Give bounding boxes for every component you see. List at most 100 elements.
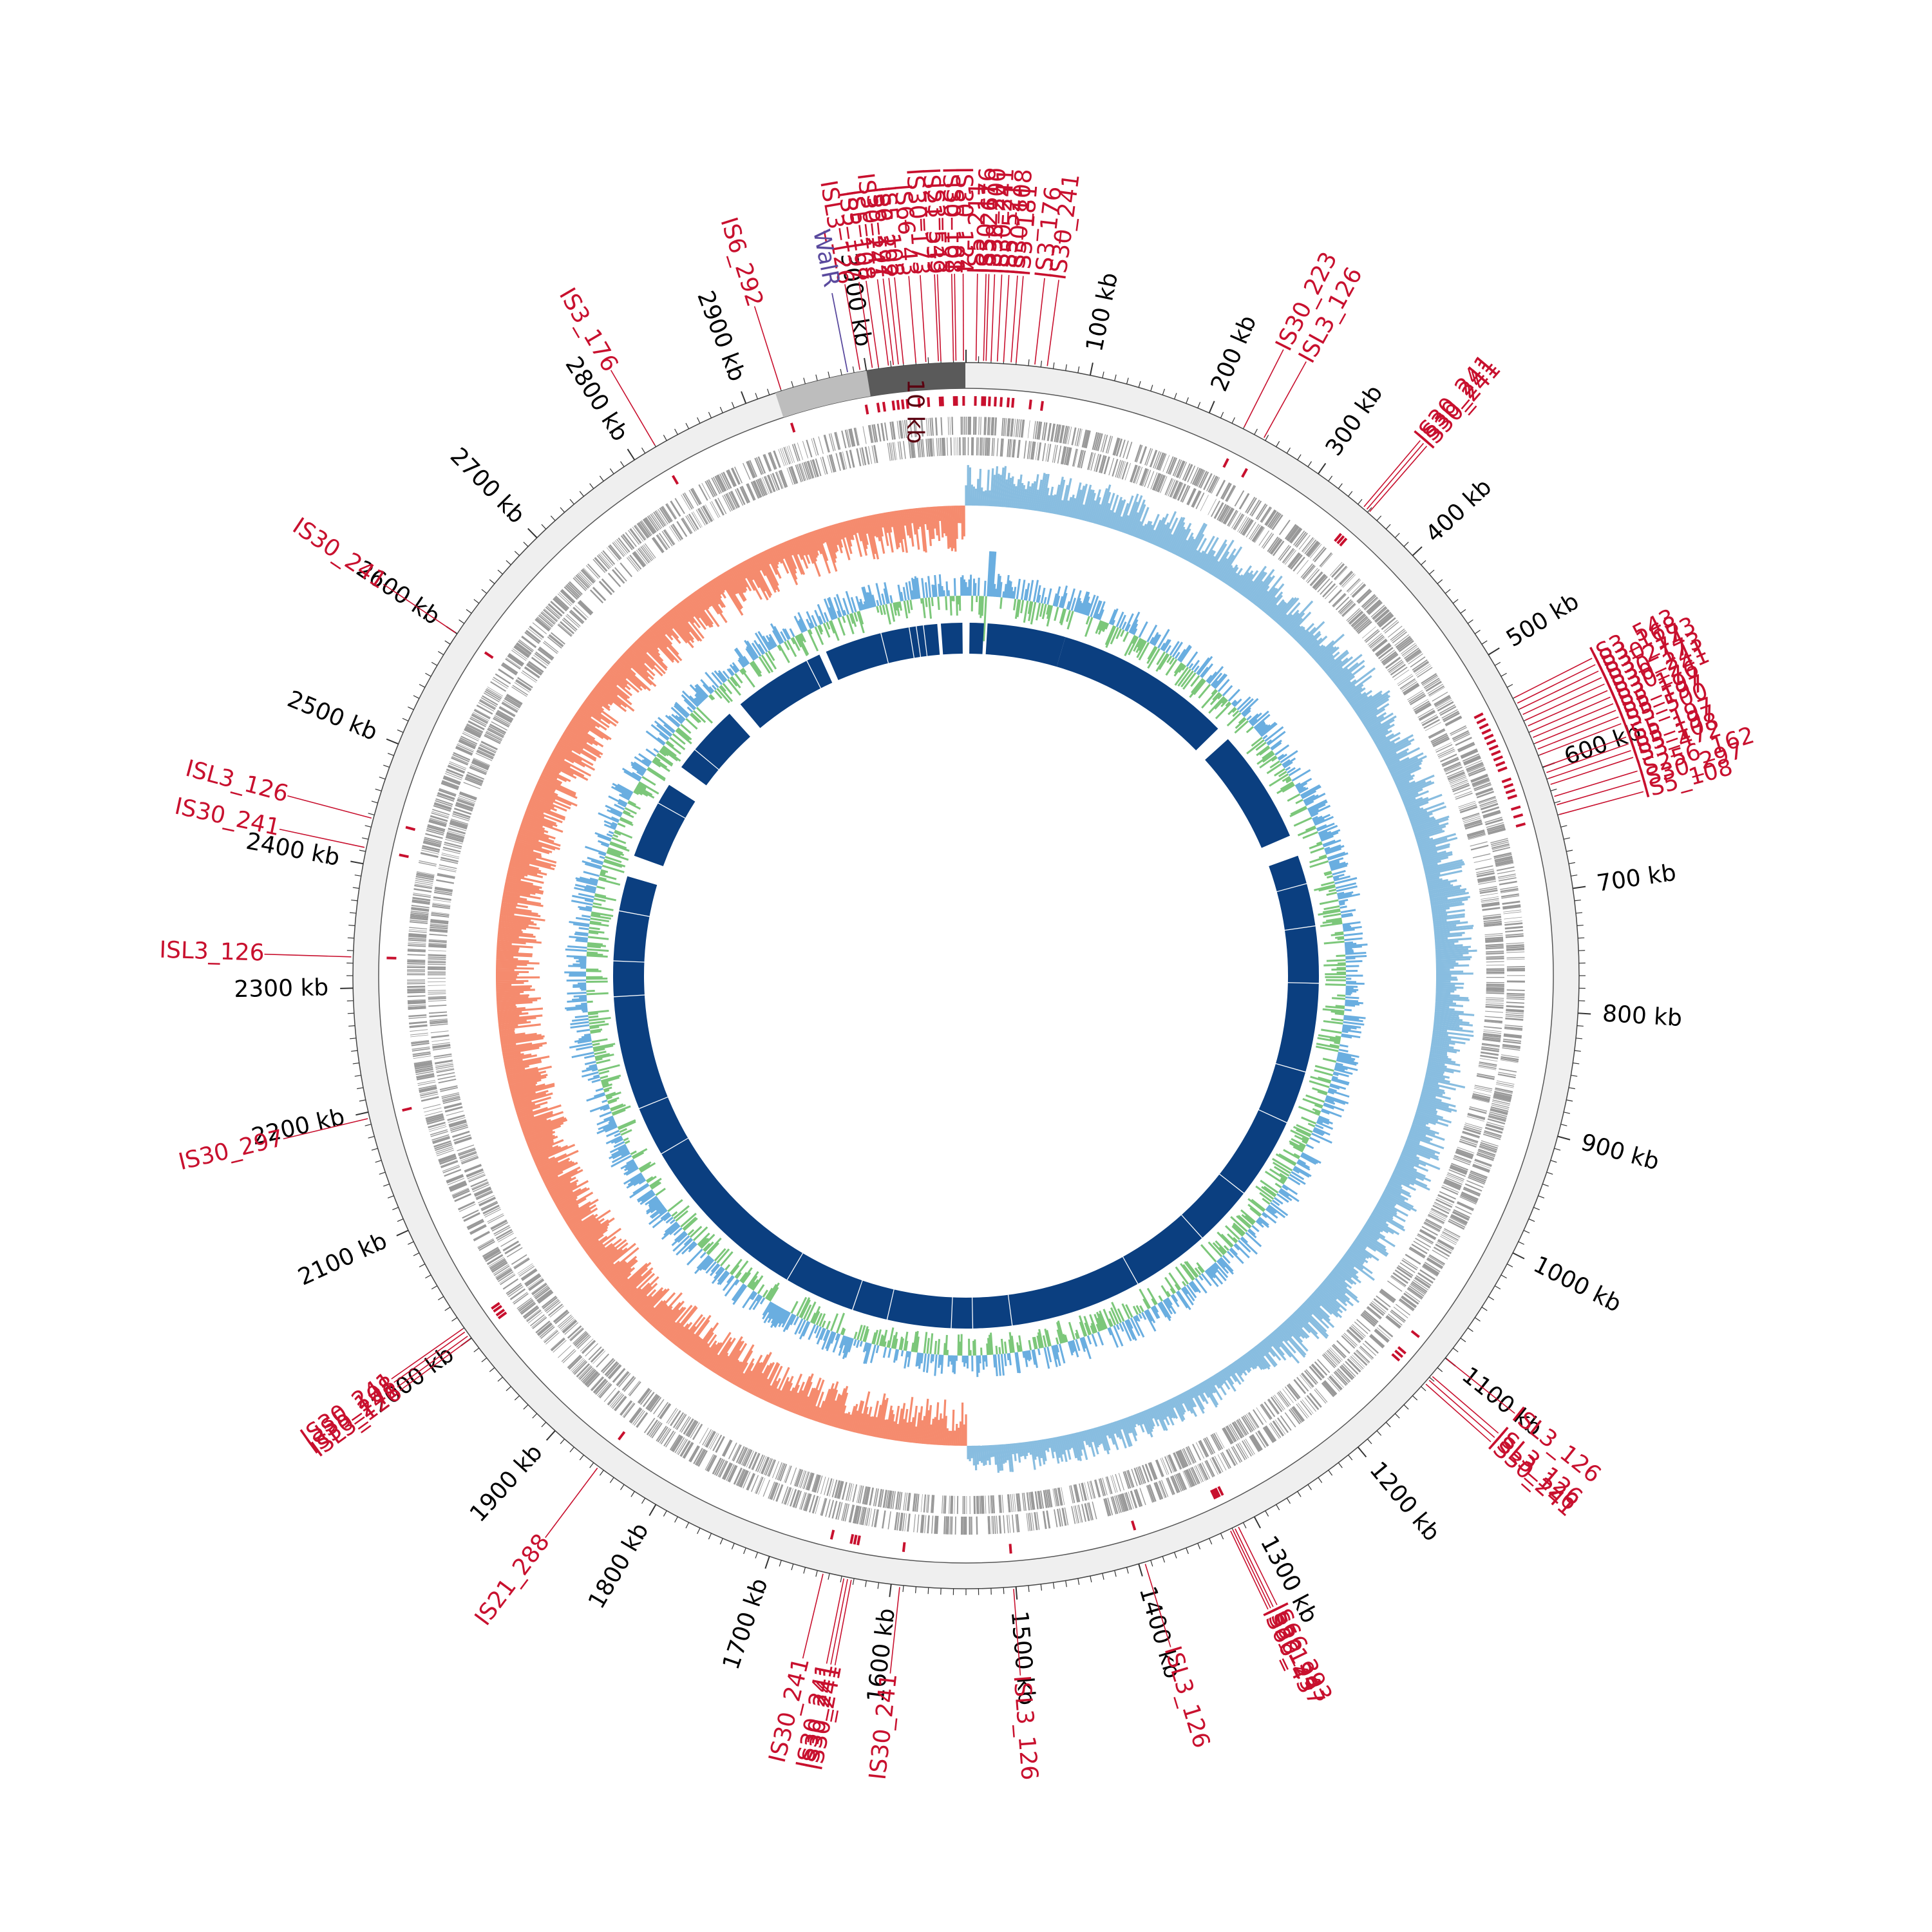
gene-track-forward <box>439 788 457 795</box>
gene-track-reverse <box>1186 488 1196 506</box>
gene-track-forward <box>407 969 426 971</box>
gene-track-reverse <box>1419 1230 1435 1240</box>
gc-skew-bar <box>657 620 672 637</box>
gene-track-reverse <box>1464 822 1483 830</box>
gene-track-forward <box>823 434 830 453</box>
gc-skew-bar <box>724 571 739 594</box>
gc-skew-bar <box>676 603 705 639</box>
gc-skew-bar <box>1216 548 1236 579</box>
gene-track-forward <box>1331 1374 1344 1388</box>
gene-track-reverse <box>474 1188 492 1197</box>
gene-track-forward <box>862 426 867 444</box>
gc-content-bar <box>1061 592 1068 609</box>
gene-track-forward <box>452 1188 469 1197</box>
gc-content-bar <box>802 1321 811 1337</box>
gc-skew-bar <box>500 1032 526 1038</box>
gene-track-forward <box>551 1338 565 1352</box>
gc-content-bar <box>1238 1240 1251 1253</box>
gene-track-reverse <box>574 605 589 618</box>
gc-skew-bar <box>512 849 557 864</box>
gc-content-bar <box>907 1351 912 1367</box>
gc-content-bar <box>876 1329 882 1345</box>
gene-track-reverse <box>1388 661 1404 673</box>
gene-track-forward <box>646 1419 658 1435</box>
gc-skew-bar <box>707 582 726 608</box>
gc-skew-bar <box>640 635 661 656</box>
gene-track-reverse <box>460 1154 478 1161</box>
gc-skew-bar <box>544 767 571 782</box>
gc-skew-bar <box>1420 1094 1442 1102</box>
gc-skew-bar <box>503 1053 532 1061</box>
gc-skew-bar <box>911 1405 918 1443</box>
gene-track-reverse <box>431 912 450 916</box>
gc-skew-bar <box>732 567 748 591</box>
gene-track-reverse <box>887 442 891 461</box>
gene-track-reverse <box>1473 1091 1492 1096</box>
gene-track-reverse <box>890 1490 895 1509</box>
gc-skew-bar <box>506 1068 526 1074</box>
gene-track-forward <box>492 678 508 689</box>
gc-content-bar <box>1305 825 1316 831</box>
gene-track-forward <box>1052 424 1056 442</box>
gene-track-reverse <box>1413 1240 1430 1251</box>
gc-skew-bar <box>1274 597 1297 623</box>
gc-skew-bar <box>498 923 540 930</box>
gene-track-forward <box>1490 838 1508 844</box>
gc-skew-bar <box>784 541 797 569</box>
gene-track-forward <box>576 573 591 588</box>
gc-skew-bar <box>530 1139 564 1155</box>
gc-content-bar <box>1178 645 1191 662</box>
gene-track-reverse <box>459 1151 477 1160</box>
gene-track-forward <box>1321 1382 1335 1397</box>
gc-content-bar <box>1043 1347 1050 1369</box>
gene-track-forward <box>781 448 788 466</box>
gene-track-reverse <box>1248 1412 1260 1428</box>
gene-track-forward <box>802 1493 809 1511</box>
gc-skew-bar <box>1241 580 1254 596</box>
gc-skew-bar <box>1030 1441 1036 1470</box>
gene-track-forward <box>1368 601 1383 615</box>
gc-skew-bar <box>531 1145 553 1157</box>
gc-skew-bar <box>875 514 886 554</box>
gene-track-forward <box>1041 422 1046 440</box>
gene-track-forward <box>707 1455 717 1472</box>
gc-skew-bar <box>575 712 596 728</box>
gene-track-reverse <box>476 750 494 760</box>
gc-content-bar <box>1138 1313 1142 1319</box>
gc-skew-bar <box>902 1408 909 1442</box>
gene-track-forward <box>611 1393 623 1408</box>
gene-track-forward <box>1506 944 1524 947</box>
gc-skew-bar <box>1315 646 1334 663</box>
gene-track-reverse <box>629 554 642 570</box>
gc-skew-bar <box>508 1074 548 1085</box>
gc-skew-bar <box>695 1343 709 1361</box>
gene-track-reverse <box>1222 507 1233 524</box>
gene-track-forward <box>497 1269 513 1281</box>
gene-track-reverse <box>545 1300 560 1312</box>
gene-track-forward <box>459 739 477 748</box>
gc-skew-bar <box>547 1177 572 1191</box>
gc-skew-bar <box>992 1444 995 1457</box>
gc-content-bar <box>1040 587 1046 604</box>
gene-track-forward <box>495 1267 511 1278</box>
gc-content-bar <box>1318 830 1328 836</box>
gene-track-reverse <box>864 446 870 465</box>
gc-content-bar <box>1020 580 1026 600</box>
gc-skew-bar <box>1232 574 1244 590</box>
gc-skew-bar <box>572 1217 596 1235</box>
gc-skew-bar <box>579 1223 610 1245</box>
gene-track-reverse <box>916 1493 920 1512</box>
gene-track-forward <box>407 989 426 992</box>
gc-content-bar <box>1283 1149 1300 1160</box>
gene-track-reverse <box>431 914 450 918</box>
gene-track-reverse <box>534 1286 549 1298</box>
gc-content-bar <box>1217 679 1230 692</box>
gene-track-reverse <box>429 1018 448 1021</box>
gene-track-reverse <box>1479 889 1498 895</box>
gc-skew-bar <box>1046 486 1054 513</box>
gc-skew-bar <box>1037 473 1046 512</box>
gene-track-forward <box>614 1396 627 1412</box>
gc-skew-bar <box>1338 1262 1359 1279</box>
gc-content-bar <box>1085 616 1090 625</box>
gene-track-forward <box>815 1496 820 1514</box>
